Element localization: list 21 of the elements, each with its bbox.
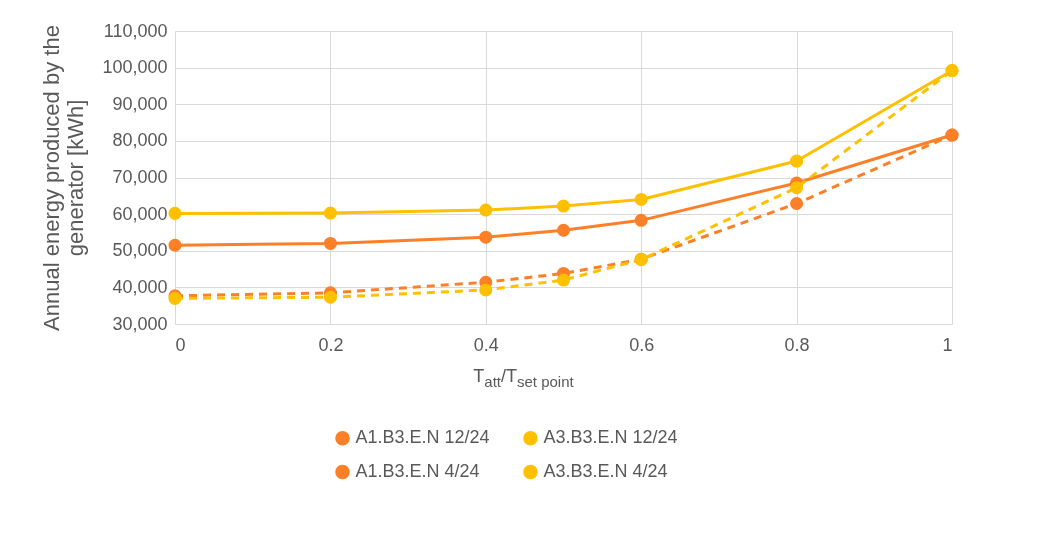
y-tick-label: 30,000 bbox=[112, 313, 168, 334]
x-tick-label: 0.4 bbox=[473, 334, 499, 355]
legend-label: A1.B3.E.N 4/24 bbox=[355, 461, 480, 481]
x-tick-label: 0 bbox=[175, 334, 186, 355]
y-tick-label: 60,000 bbox=[112, 203, 168, 224]
x-tick-label: 0.8 bbox=[784, 334, 810, 355]
y-tick-label: 100,000 bbox=[102, 57, 168, 78]
y-tick-label: 40,000 bbox=[112, 276, 168, 297]
y-tick-label: 80,000 bbox=[112, 130, 168, 151]
x-tick-label: 0.2 bbox=[318, 334, 344, 355]
y-tick-label: 50,000 bbox=[112, 240, 168, 261]
x-axis-title: T$_{att}$/T$_{set point}$ bbox=[473, 366, 574, 390]
legend-label: A3.B3.E.N 12/24 bbox=[543, 427, 678, 448]
x-tick-label: 1 bbox=[942, 334, 953, 355]
y-axis-title: Annual energy produced by the generator [kWh] bbox=[39, 25, 89, 331]
legend-label: A1.B3.E.N 12/24 bbox=[355, 427, 490, 448]
y-tick-label: 70,000 bbox=[112, 167, 168, 187]
y-tick-label: 90,000 bbox=[112, 93, 168, 114]
legend-label: A3.B3.E.N 4/24 bbox=[543, 461, 668, 481]
y-tick-label: 110,000 bbox=[103, 20, 168, 41]
x-tick-label: 0.6 bbox=[629, 334, 655, 355]
